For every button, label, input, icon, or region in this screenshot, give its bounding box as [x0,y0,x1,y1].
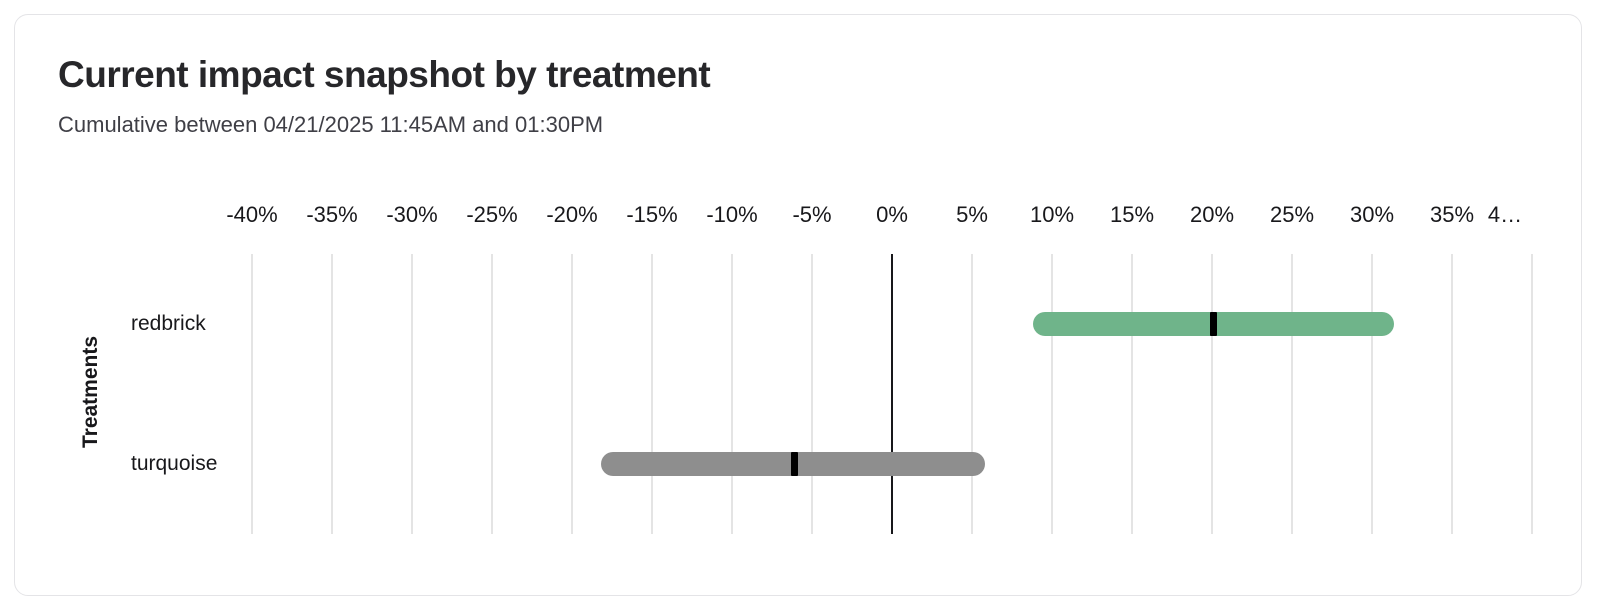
gridline [1371,254,1373,534]
gridline [1131,254,1133,534]
gridline [331,254,333,534]
gridline [1211,254,1213,534]
x-tick-label: 30% [1349,202,1395,227]
gridline [731,254,733,534]
chart-subtitle: Cumulative between 04/21/2025 11:45AM an… [58,112,604,137]
category-label-turquoise: turquoise [131,452,218,475]
x-tick-label: 4… [1487,202,1523,227]
x-tick-label: -15% [626,202,678,227]
gridline [1051,254,1053,534]
x-tick-label: -10% [706,202,758,227]
x-tick-label: -20% [546,202,598,227]
point-estimate-marker-redbrick [1210,312,1218,336]
gridline [811,254,813,534]
gridline [411,254,413,534]
x-tick-label: 0% [876,202,908,227]
x-tick-label: -35% [306,202,358,227]
x-tick-label: 15% [1109,202,1155,227]
gridline [571,254,573,534]
category-label-redbrick: redbrick [131,312,206,335]
x-tick-label: -25% [466,202,518,227]
chart-title: Current impact snapshot by treatment [58,54,711,95]
x-tick-label: 10% [1029,202,1075,227]
x-tick-label: 25% [1269,202,1315,227]
x-tick-label: -5% [792,202,832,227]
chart-card: Current impact snapshot by treatment Cum… [14,14,1582,596]
gridline [651,254,653,534]
gridline [1291,254,1293,534]
gridline [1531,254,1533,534]
x-tick-label: 35% [1429,202,1475,227]
x-tick-label: -40% [226,202,278,227]
gridline [971,254,973,534]
y-axis-title: Treatments [79,335,102,449]
gridline [491,254,493,534]
plot-area [251,254,1533,534]
x-tick-label: 5% [956,202,988,227]
gridline [251,254,253,534]
zero-line [891,254,893,534]
x-tick-label: 20% [1189,202,1235,227]
x-tick-label: -30% [386,202,438,227]
gridline [1451,254,1453,534]
point-estimate-marker-turquoise [790,452,798,476]
